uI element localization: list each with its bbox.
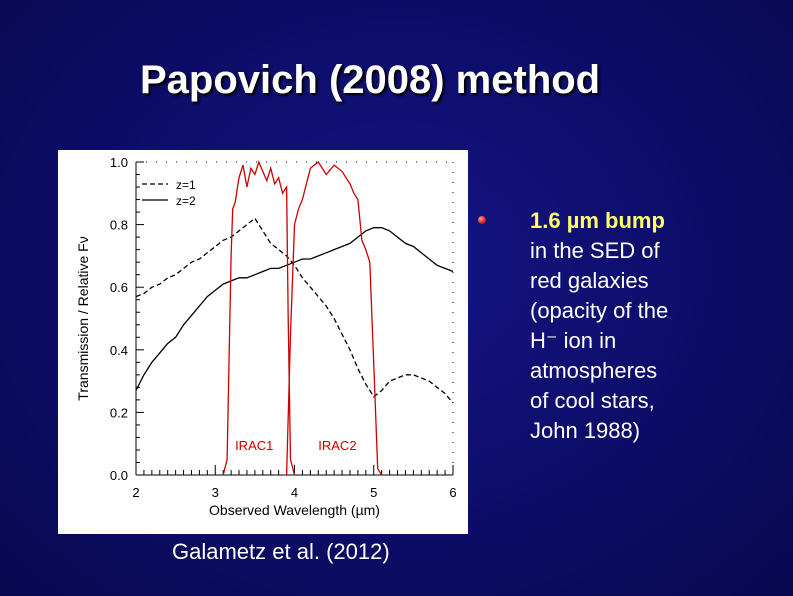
bullet-text: 1.6 µm bump in the SED of red galaxies (… bbox=[530, 206, 730, 446]
series-line-z-1 bbox=[135, 217, 454, 404]
series-line-z-2 bbox=[135, 227, 454, 391]
annotation-irac2: IRAC2 bbox=[318, 438, 356, 453]
bullet-line-4: H⁻ ion in bbox=[530, 328, 617, 353]
series-line-irac1 bbox=[222, 160, 296, 476]
bullet-line-7: John 1988) bbox=[530, 418, 641, 443]
x-axis-label: Observed Wavelength (µm) bbox=[209, 502, 380, 518]
red-sphere-bullet-icon bbox=[478, 216, 486, 224]
x-tick-label: 4 bbox=[291, 485, 298, 500]
bullet-line-5: atmospheres bbox=[530, 358, 658, 383]
y-tick-label: 0.4 bbox=[110, 343, 128, 358]
slide-title: Papovich (2008) method bbox=[140, 58, 601, 102]
figure-caption: Galametz et al. (2012) bbox=[172, 539, 390, 564]
chart-svg: 0.0 0.2 0.4 0.6 0.8 1.0 2 3 4 5 6 Observed Waveleng… bbox=[75, 155, 457, 518]
legend-label-z1: z=1 bbox=[176, 178, 196, 192]
y-tick-label: 0.2 bbox=[110, 405, 128, 420]
y-tick-label: 0.0 bbox=[110, 468, 128, 483]
y-tick-label: 1.0 bbox=[110, 155, 128, 170]
annotation-irac1: IRAC1 bbox=[235, 438, 273, 453]
x-tick-label: 2 bbox=[132, 485, 139, 500]
bullet-line-3: (opacity of the bbox=[530, 298, 669, 323]
x-tick-label: 3 bbox=[212, 485, 219, 500]
figure-panel: 0.0 0.2 0.4 0.6 0.8 1.0 2 3 4 5 6 Observed Waveleng… bbox=[58, 150, 468, 534]
bullet-highlight: 1.6 µm bump bbox=[530, 208, 665, 233]
x-tick-label: 5 bbox=[370, 485, 377, 500]
bullet-line-2: red galaxies bbox=[530, 268, 649, 293]
y-tick-label: 0.6 bbox=[110, 280, 128, 295]
bullet-line-6: of cool stars, bbox=[530, 388, 655, 413]
legend-label-z2: z=2 bbox=[176, 194, 196, 208]
y-tick-label: 0.8 bbox=[110, 218, 128, 233]
bullet-line-1: in the SED of bbox=[530, 238, 660, 263]
x-tick-label: 6 bbox=[449, 485, 456, 500]
series-line-irac2 bbox=[285, 161, 383, 476]
y-axis-label: Transmission / Relative Fν bbox=[75, 236, 91, 400]
